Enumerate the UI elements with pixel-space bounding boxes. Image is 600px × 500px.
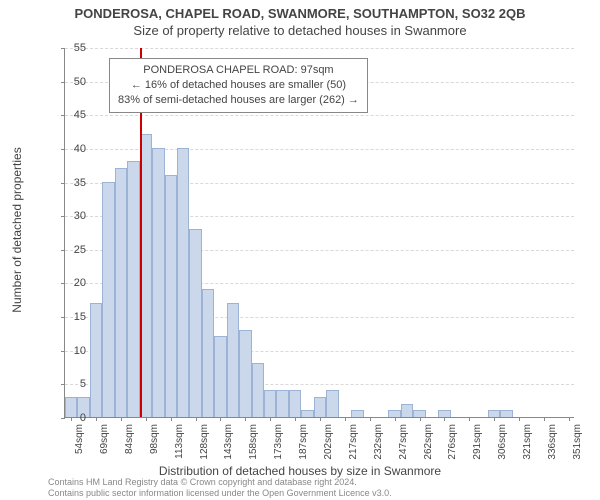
xtick-mark: [96, 417, 97, 421]
xtick-label: 351sqm: [572, 424, 583, 460]
ytick-label: 20: [56, 277, 86, 289]
xtick-label: 158sqm: [248, 424, 259, 460]
ytick-label: 15: [56, 311, 86, 323]
histogram-bar: [202, 289, 214, 417]
xtick-mark: [569, 417, 570, 421]
xtick-label: 262sqm: [423, 424, 434, 460]
footer-attribution: Contains HM Land Registry data © Crown c…: [48, 477, 392, 500]
xtick-label: 84sqm: [124, 424, 135, 454]
ytick-label: 30: [56, 210, 86, 222]
histogram-bar: [214, 336, 226, 417]
xtick-mark: [171, 417, 172, 421]
xtick-label: 276sqm: [447, 424, 458, 460]
xtick-label: 173sqm: [273, 424, 284, 460]
xtick-label: 336sqm: [547, 424, 558, 460]
xtick-label: 187sqm: [298, 424, 309, 460]
histogram-bar: [165, 175, 177, 417]
ytick-label: 25: [56, 244, 86, 256]
histogram-bar: [351, 410, 363, 417]
annotation-line-3: 83% of semi-detached houses are larger (…: [118, 93, 359, 108]
xtick-mark: [270, 417, 271, 421]
xtick-label: 291sqm: [472, 424, 483, 460]
histogram-bar: [289, 390, 301, 417]
ytick-label: 40: [56, 143, 86, 155]
histogram-bar: [314, 397, 326, 417]
xtick-mark: [320, 417, 321, 421]
xtick-label: 306sqm: [497, 424, 508, 460]
histogram-bar: [102, 182, 114, 417]
xtick-mark: [544, 417, 545, 421]
footer-line-2: Contains public sector information licen…: [48, 488, 392, 500]
histogram-bar: [413, 410, 425, 417]
xtick-label: 143sqm: [223, 424, 234, 460]
xtick-mark: [519, 417, 520, 421]
histogram-bar: [488, 410, 500, 417]
histogram-bar: [152, 148, 164, 417]
xtick-mark: [220, 417, 221, 421]
annotation-line-2: ← 16% of detached houses are smaller (50…: [118, 78, 359, 93]
histogram-bar: [264, 390, 276, 417]
histogram-bar: [115, 168, 127, 417]
histogram-bar: [227, 303, 239, 417]
xtick-mark: [420, 417, 421, 421]
xtick-mark: [345, 417, 346, 421]
chart-container: PONDEROSA, CHAPEL ROAD, SWANMORE, SOUTHA…: [0, 0, 600, 500]
histogram-bar: [301, 410, 313, 417]
xtick-label: 113sqm: [174, 424, 185, 459]
xtick-label: 69sqm: [99, 424, 110, 454]
histogram-bar: [388, 410, 400, 417]
chart-title-address: PONDEROSA, CHAPEL ROAD, SWANMORE, SOUTHA…: [0, 0, 600, 21]
ytick-label: 0: [56, 412, 86, 424]
histogram-bar: [90, 303, 102, 417]
annotation-box: PONDEROSA CHAPEL ROAD: 97sqm← 16% of det…: [109, 58, 368, 113]
ytick-label: 55: [56, 42, 86, 54]
histogram-bar: [500, 410, 512, 417]
histogram-bar: [401, 404, 413, 417]
xtick-label: 232sqm: [373, 424, 384, 460]
xtick-mark: [245, 417, 246, 421]
xtick-mark: [395, 417, 396, 421]
xtick-label: 217sqm: [348, 424, 359, 460]
ytick-label: 35: [56, 177, 86, 189]
histogram-bar: [326, 390, 338, 417]
xtick-mark: [444, 417, 445, 421]
xtick-mark: [494, 417, 495, 421]
xtick-label: 202sqm: [323, 424, 334, 460]
xtick-mark: [146, 417, 147, 421]
xtick-label: 54sqm: [74, 424, 85, 454]
xtick-mark: [196, 417, 197, 421]
xtick-mark: [121, 417, 122, 421]
chart-subtitle: Size of property relative to detached ho…: [0, 21, 600, 38]
y-axis-label: Number of detached properties: [10, 147, 24, 312]
annotation-line-1: PONDEROSA CHAPEL ROAD: 97sqm: [118, 63, 359, 78]
plot-inner: 54sqm69sqm84sqm98sqm113sqm128sqm143sqm15…: [64, 48, 574, 418]
ytick-label: 45: [56, 109, 86, 121]
xtick-mark: [370, 417, 371, 421]
histogram-bar: [438, 410, 450, 417]
histogram-bar: [127, 161, 139, 417]
histogram-bar: [252, 363, 264, 417]
histogram-bar: [189, 229, 201, 417]
xtick-label: 98sqm: [149, 424, 160, 454]
xtick-mark: [469, 417, 470, 421]
ytick-label: 50: [56, 76, 86, 88]
xtick-mark: [295, 417, 296, 421]
histogram-bar: [276, 390, 288, 417]
xtick-label: 128sqm: [199, 424, 210, 460]
ytick-label: 10: [56, 345, 86, 357]
xtick-label: 247sqm: [398, 424, 409, 460]
ytick-label: 5: [56, 378, 86, 390]
xtick-label: 321sqm: [522, 424, 533, 460]
footer-line-1: Contains HM Land Registry data © Crown c…: [48, 477, 392, 489]
histogram-bar: [177, 148, 189, 417]
histogram-bar: [239, 330, 251, 417]
plot-area: 54sqm69sqm84sqm98sqm113sqm128sqm143sqm15…: [64, 48, 574, 418]
